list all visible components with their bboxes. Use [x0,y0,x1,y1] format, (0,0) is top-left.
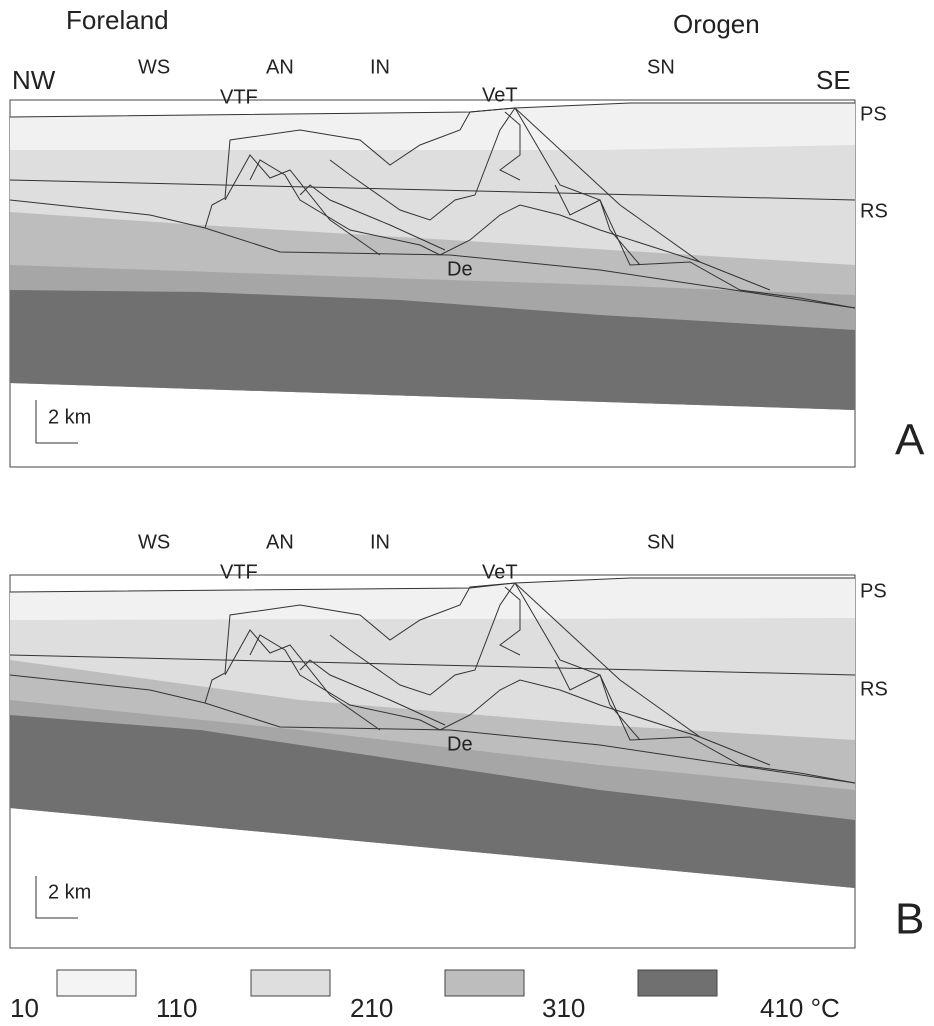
fault: VeT [482,561,518,583]
legend-swatch [444,969,525,997]
unit: WS [138,56,170,78]
unit: IN [370,531,390,553]
surface: RS [860,200,888,222]
direction: SE [816,65,851,95]
scale-label: 2 km [48,881,91,903]
legend-label: 10 [10,993,39,1023]
unit: AN [266,531,294,553]
unit: SN [647,531,675,553]
fault: VTF [220,561,258,583]
legend-swatch [250,969,331,997]
fault: VeT [482,84,518,106]
legend-swatch [637,969,718,997]
legend-label: 110 [156,993,197,1023]
orogen-label: Orogen [673,9,760,39]
unit: SN [647,56,675,78]
layer [10,715,855,888]
surface: PS [860,580,887,602]
legend-label: 310 [542,993,585,1023]
layer [10,290,855,410]
panel-label: A [895,416,925,465]
fault: VTF [220,86,258,108]
detachment: De [447,258,473,280]
legend-label: 410 °C [760,993,840,1023]
panel-b: 2 km B WS AN IN SN VTF VeT PS RS De [9,531,924,949]
direction: NW [12,65,56,95]
panel-a: 2 km A NW SE WS AN IN SN VTF VeT PS RS D… [9,56,925,468]
unit: WS [138,531,170,553]
legend: 10 110 210 310 410 °C [10,969,840,1023]
surface: RS [860,678,888,700]
scale-bar [35,400,78,444]
scale-bar [35,876,78,919]
scale-label: 2 km [48,406,91,428]
legend-label: 210 [350,993,393,1023]
surface: PS [860,103,887,125]
unit: IN [370,56,390,78]
unit: AN [266,56,294,78]
detachment: De [447,733,473,755]
foreland-label: Foreland [66,5,169,35]
legend-swatch [56,969,137,997]
panel-label: B [895,895,924,944]
